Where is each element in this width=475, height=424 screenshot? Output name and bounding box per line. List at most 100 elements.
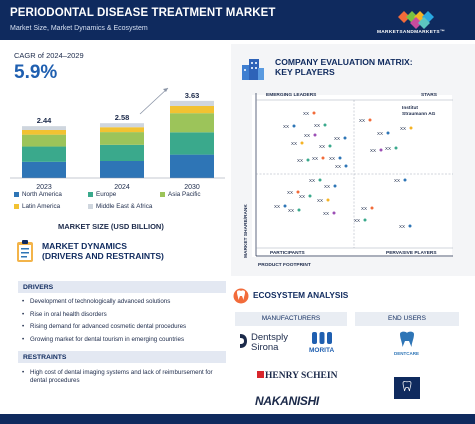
dentsply-text: Dentsply <box>251 332 288 343</box>
dentsply-mark-icon <box>240 334 247 348</box>
company-point-label: XX <box>312 156 318 161</box>
bar-segment <box>100 123 144 128</box>
company-point <box>394 146 398 150</box>
bar-total-label: 2.44 <box>37 116 52 125</box>
quadrant-stars: STARS <box>421 93 437 98</box>
legend-label: Europe <box>96 191 117 198</box>
driver-item: Growing market for dental tourism in eme… <box>22 336 232 344</box>
sirona-text: Sirona <box>251 341 279 353</box>
company-point <box>300 141 304 145</box>
company-point-label: XX <box>359 118 365 123</box>
company-point <box>332 211 336 215</box>
driver-item: Rise in oral health disorders <box>22 311 232 319</box>
legend-item-latin-america: Latin America <box>14 203 60 210</box>
page-subtitle: Market Size, Market Dynamics & Ecosystem <box>10 25 148 32</box>
henry-schein-mark-icon <box>257 371 264 378</box>
matrix-title: COMPANY EVALUATION MATRIX: KEY PLAYERS <box>275 57 413 77</box>
henry-schein-text: HENRY SCHEIN <box>265 371 338 381</box>
company-point <box>297 208 301 212</box>
company-point <box>283 204 287 208</box>
legend-swatch <box>14 191 19 197</box>
company-point-label: XX <box>377 131 383 136</box>
company-point-label: XX <box>335 164 341 169</box>
driver-item: Development of technologically advanced … <box>22 298 232 306</box>
bar-segment <box>170 113 214 133</box>
bar-segment <box>170 154 214 178</box>
company-point <box>343 136 347 140</box>
page-title: PERIODONTAL DISEASE TREATMENT MARKET <box>10 7 276 19</box>
company-point-label: XX <box>329 156 335 161</box>
matrix-title-line2: KEY PLAYERS <box>275 66 335 77</box>
morita-logo: MORITA <box>309 347 335 354</box>
marketsandmarkets-logo <box>398 11 434 29</box>
company-point <box>368 118 372 122</box>
nakanishi-logo: NAKANISHI <box>255 394 319 408</box>
tooth-icon <box>233 288 249 304</box>
quadrant-pervasive-players: PERVASIVE PLAYERS <box>386 251 437 256</box>
company-point-label: XX <box>324 184 330 189</box>
bar-segment <box>100 132 144 145</box>
company-point <box>379 148 383 152</box>
morita-mark-icon <box>312 332 332 344</box>
market-size-bar-chart: 2.44 2023 2.58 2024 3.63 2030 <box>10 87 225 191</box>
company-point-label: XX <box>304 133 310 138</box>
bar-segment <box>100 161 144 178</box>
company-point <box>386 131 390 135</box>
quadrant-participants: PARTICIPANTS <box>270 251 305 256</box>
end-users-heading: END USERS <box>355 312 459 326</box>
matrix-title-line1: COMPANY EVALUATION MATRIX: <box>275 57 413 67</box>
company-point <box>326 198 330 202</box>
bar-total-label: 3.63 <box>185 91 200 100</box>
company-point-label: XX <box>385 146 391 151</box>
company-point-label: XX <box>299 194 305 199</box>
company-point <box>312 111 316 115</box>
x-axis-label: PRODUCT FOOTPRINT <box>258 263 311 268</box>
company-point <box>296 190 300 194</box>
header-banner: PERIODONTAL DISEASE TREATMENT MARKET Mar… <box>0 0 475 40</box>
bar-segment <box>22 146 66 162</box>
x-tick-label: 2024 <box>114 184 130 191</box>
company-point-label: XX <box>314 123 320 128</box>
company-point-label: XX <box>399 224 405 229</box>
company-point-label: XX <box>288 208 294 213</box>
legend-label: North America <box>22 191 62 198</box>
company-point <box>328 144 332 148</box>
company-point <box>292 124 296 128</box>
company-point <box>333 184 337 188</box>
quadrant-emerging-leaders: EMERGING LEADERS <box>266 93 317 98</box>
company-point <box>344 164 348 168</box>
dynamics-title-line1: MARKET DYNAMICS <box>42 241 127 251</box>
bar-segment <box>170 105 214 114</box>
bar-segment <box>22 134 66 147</box>
manufacturers-heading: MANUFACTURERS <box>235 312 347 326</box>
company-point-label: XX <box>303 111 309 116</box>
highlight-line1: Institut <box>402 106 418 111</box>
legend-swatch <box>88 203 93 209</box>
legend-label: Middle East & Africa <box>96 203 153 210</box>
driver-item: Rising demand for advanced cosmetic dent… <box>22 323 232 331</box>
highlight-company-label: Institut Straumann AG <box>402 106 435 118</box>
restraints-list: High cost of dental imaging systems and … <box>22 369 227 389</box>
company-point-label: XX <box>274 204 280 209</box>
dynamics-title: MARKET DYNAMICS (DRIVERS AND RESTRAINTS) <box>42 241 164 261</box>
restraints-heading: RESTRAINTS <box>18 351 226 363</box>
chart-title: MARKET SIZE (USD BILLION) <box>58 222 164 231</box>
highlight-line2: Straumann AG <box>402 112 436 117</box>
growth-arrow <box>139 87 169 115</box>
legend-item-middle-east-africa: Middle East & Africa <box>88 203 152 210</box>
company-point <box>321 156 325 160</box>
legend-label: Asia Pacific <box>168 191 201 198</box>
drivers-list: Development of technologically advanced … <box>22 298 232 348</box>
company-point-label: XX <box>354 218 360 223</box>
company-point <box>403 178 407 182</box>
y-axis-label: MARKET SHARE/RANK <box>244 204 249 258</box>
company-point-label: XX <box>291 141 297 146</box>
company-point-label: XX <box>317 198 323 203</box>
company-point-label: XX <box>334 136 340 141</box>
legend-swatch <box>88 191 93 197</box>
company-point-label: XX <box>400 126 406 131</box>
x-tick-label: 2030 <box>184 184 200 191</box>
company-point <box>318 178 322 182</box>
legend-label: Latin America <box>22 203 61 210</box>
